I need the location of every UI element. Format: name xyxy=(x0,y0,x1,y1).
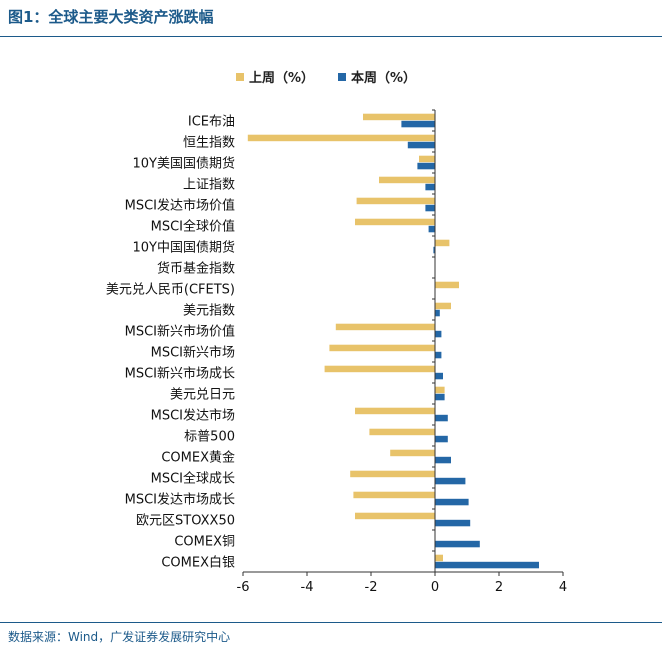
bar-chart: 上周（%） 本周（%） -6 -4 -2 0 2 4 ICE布油恒生指数10Y美国国债期货上… xyxy=(106,70,567,595)
bar-last-week-10 xyxy=(335,323,435,331)
x-tick-label: 0 xyxy=(431,580,439,595)
bar-this-week-5 xyxy=(428,225,435,233)
x-tick-label: -6 xyxy=(237,580,250,595)
category-label: MSCI全球价值 xyxy=(151,219,235,235)
category-label: MSCI新兴市场成长 xyxy=(125,366,235,382)
bar-last-week-14 xyxy=(355,407,435,415)
bar-this-week-1 xyxy=(407,141,435,149)
bar-this-week-2 xyxy=(417,162,435,170)
category-label: 美元兑人民币(CFETS) xyxy=(106,283,235,298)
bar-this-week-17 xyxy=(435,477,466,485)
bar-last-week-9 xyxy=(435,302,451,310)
bar-this-week-18 xyxy=(435,498,469,506)
bars-group xyxy=(247,113,539,569)
category-label: 货币基金指数 xyxy=(157,261,235,277)
title-rule xyxy=(0,36,662,37)
category-label: ICE布油 xyxy=(188,115,235,130)
bar-last-week-18 xyxy=(353,491,435,499)
bar-this-week-4 xyxy=(425,204,435,212)
category-label: MSCI发达市场 xyxy=(151,408,235,424)
category-label: MSCI新兴市场 xyxy=(151,345,235,361)
bar-this-week-6 xyxy=(433,246,435,254)
category-label: COMEX铜 xyxy=(174,535,235,550)
bar-this-week-15 xyxy=(435,435,448,443)
bar-last-week-6 xyxy=(435,239,450,247)
x-tick-label: 4 xyxy=(559,580,567,595)
bar-this-week-21 xyxy=(435,561,539,569)
bar-this-week-13 xyxy=(435,393,445,401)
category-label: 10Y美国国债期货 xyxy=(133,156,235,172)
bar-last-week-17 xyxy=(350,470,435,478)
axes-group: -6 -4 -2 0 2 4 xyxy=(237,109,567,595)
bar-last-week-12 xyxy=(324,365,435,373)
legend-label-this-week: 本周（%） xyxy=(351,70,416,86)
bar-last-week-0 xyxy=(363,113,435,121)
legend-label-last-week: 上周（%） xyxy=(249,70,314,86)
legend-swatch-this-week xyxy=(338,73,346,81)
category-label: COMEX黄金 xyxy=(161,450,235,466)
bar-last-week-19 xyxy=(355,512,435,520)
bar-this-week-10 xyxy=(435,330,442,338)
bar-this-week-0 xyxy=(401,120,435,128)
source-note: 数据来源：Wind，广发证券发展研究中心 xyxy=(8,630,231,644)
x-tick-label: 2 xyxy=(495,580,503,595)
source-rule xyxy=(0,622,662,623)
bar-this-week-11 xyxy=(435,351,442,359)
category-label: COMEX白银 xyxy=(161,555,235,571)
legend: 上周（%） 本周（%） xyxy=(236,70,416,86)
bar-last-week-4 xyxy=(356,197,435,205)
bar-this-week-19 xyxy=(435,519,471,527)
category-label: MSCI新兴市场价值 xyxy=(125,324,235,340)
category-label: 标普500 xyxy=(184,430,235,445)
bar-this-week-16 xyxy=(435,456,451,464)
category-label: MSCI发达市场成长 xyxy=(125,492,235,508)
legend-swatch-last-week xyxy=(236,73,244,81)
bar-last-week-8 xyxy=(435,281,459,289)
bar-this-week-14 xyxy=(435,414,448,422)
category-label: MSCI全球成长 xyxy=(151,471,235,487)
x-tick-label: -4 xyxy=(301,580,314,595)
category-label: MSCI发达市场价值 xyxy=(125,198,235,214)
bar-last-week-1 xyxy=(247,134,435,142)
category-label: 欧元区STOXX50 xyxy=(136,514,235,529)
bar-this-week-9 xyxy=(435,309,440,317)
category-label: 10Y中国国债期货 xyxy=(133,240,235,256)
bar-this-week-20 xyxy=(435,540,480,548)
bar-last-week-16 xyxy=(390,449,435,457)
bar-last-week-5 xyxy=(355,218,435,226)
x-tick-label: -2 xyxy=(365,580,378,595)
figure-title: 图1：全球主要大类资产涨跌幅 xyxy=(8,8,214,26)
bar-last-week-2 xyxy=(419,155,435,163)
category-label: 美元指数 xyxy=(183,304,235,319)
bar-last-week-11 xyxy=(329,344,435,352)
category-label: 恒生指数 xyxy=(183,136,235,151)
category-label: 上证指数 xyxy=(183,178,235,193)
bar-last-week-13 xyxy=(435,386,445,394)
category-label: 美元兑日元 xyxy=(170,388,235,403)
bar-this-week-12 xyxy=(435,372,443,380)
bar-last-week-21 xyxy=(435,554,443,562)
bar-this-week-3 xyxy=(425,183,435,191)
bar-last-week-3 xyxy=(379,176,435,184)
bar-last-week-15 xyxy=(369,428,435,436)
